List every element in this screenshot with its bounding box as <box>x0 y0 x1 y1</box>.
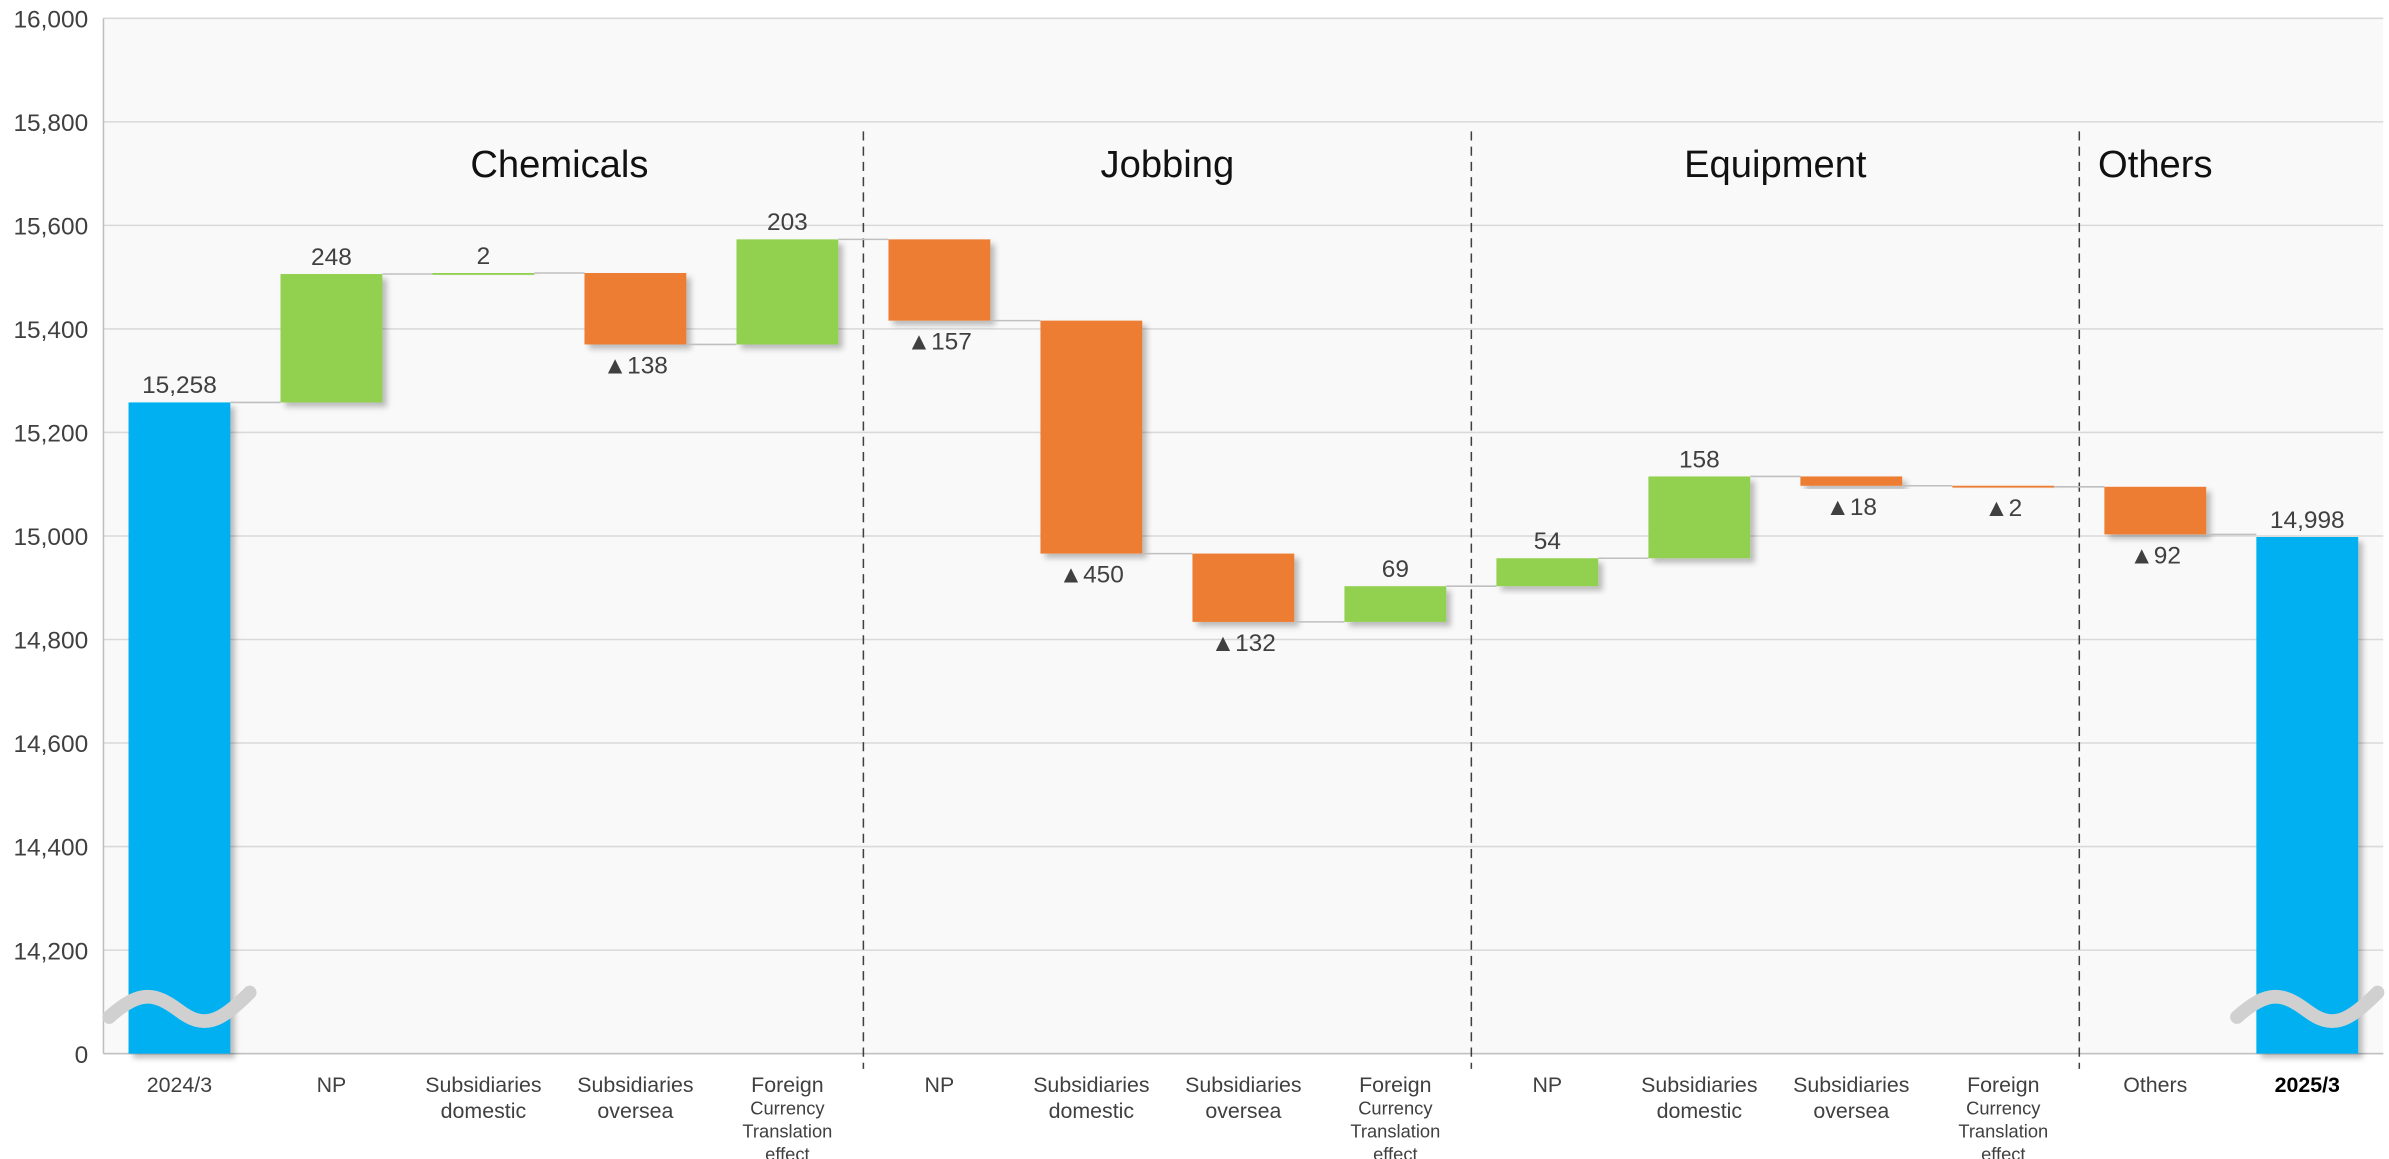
x-tick-label: NP <box>317 1073 347 1097</box>
x-tick-label-line: effect <box>1373 1144 1417 1159</box>
x-tick-label: Foreign Currency Translation effect <box>1958 1073 2048 1159</box>
y-tick-label: 14,400 <box>13 835 88 862</box>
bar <box>1344 586 1447 622</box>
y-tick-label: 14,200 <box>13 938 88 965</box>
x-tick-label-line: Subsidiaries <box>425 1073 541 1097</box>
x-tick-label-line: Subsidiaries <box>577 1073 693 1097</box>
y-tick-label: 15,400 <box>13 317 88 344</box>
bar <box>1648 476 1751 559</box>
bar <box>1952 485 2055 488</box>
group-title: Others <box>2098 143 2213 186</box>
bar <box>432 273 535 275</box>
x-tick-label-line: Subsidiaries <box>1793 1073 1909 1097</box>
bar <box>2256 537 2359 1054</box>
y-tick-label: 14,600 <box>13 731 88 758</box>
x-tick-label-line: Subsidiaries <box>1033 1073 1149 1097</box>
data-label: 2 <box>477 243 491 270</box>
x-tick-label-line: Subsidiaries <box>1641 1073 1757 1097</box>
x-tick-label-line: domestic <box>1657 1099 1743 1123</box>
x-tick-label: Subsidiaries oversea <box>1185 1073 1301 1123</box>
x-tick-label-line: effect <box>1981 1144 2025 1159</box>
data-label: 248 <box>311 244 352 271</box>
axis-break <box>2230 985 2385 1029</box>
data-label: ▲157 <box>907 329 972 356</box>
bar <box>1040 320 1143 554</box>
x-tick-label-line: oversea <box>1813 1099 1889 1123</box>
bar <box>1192 553 1295 622</box>
x-tick-label-line: NP <box>925 1073 955 1097</box>
x-tick-label-line: NP <box>1533 1073 1563 1097</box>
data-label: 158 <box>1679 446 1720 473</box>
x-tick-label-line: Others <box>2123 1073 2187 1097</box>
x-tick-label-line: Foreign <box>1967 1073 2039 1097</box>
y-tick-label: 14,800 <box>13 628 88 655</box>
x-tick-label-line: oversea <box>597 1099 673 1123</box>
x-tick-label-line: 2025/3 <box>2275 1073 2340 1097</box>
x-tick-label-line: domestic <box>1049 1099 1135 1123</box>
bar <box>584 273 687 345</box>
data-label: ▲450 <box>1059 562 1124 589</box>
x-tick-label: Subsidiaries domestic <box>1641 1073 1757 1123</box>
y-tick-label: 15,200 <box>13 421 88 448</box>
x-tick-label: NP <box>1533 1073 1563 1097</box>
x-tick-label: Subsidiaries domestic <box>1033 1073 1149 1123</box>
x-tick-label-line: Currency <box>1358 1098 1433 1119</box>
y-tick-label: 15,800 <box>13 110 88 137</box>
data-label: 15,258 <box>142 372 217 399</box>
x-tick-label-line: Currency <box>1966 1098 2041 1119</box>
x-tick-label-line: Translation <box>1350 1121 1440 1142</box>
x-tick-label: Subsidiaries oversea <box>577 1073 693 1123</box>
x-tick-label-line: Foreign <box>751 1073 823 1097</box>
x-tick-label-line: effect <box>765 1144 809 1159</box>
bar <box>2104 486 2207 535</box>
x-tick-label: Foreign Currency Translation effect <box>742 1073 832 1159</box>
bar <box>128 402 231 1054</box>
data-label: ▲92 <box>2130 542 2181 569</box>
data-label: ▲18 <box>1826 494 1877 521</box>
x-tick-label-line: Translation <box>1958 1121 2048 1142</box>
data-label: ▲132 <box>1211 630 1276 657</box>
group-title: Chemicals <box>470 143 648 186</box>
bar <box>888 239 991 321</box>
bar <box>1496 558 1599 587</box>
x-tick-label: 2025/3 <box>2275 1073 2340 1097</box>
x-tick-label-line: oversea <box>1205 1099 1281 1123</box>
x-tick-label-line: Currency <box>750 1098 825 1119</box>
data-label: ▲2 <box>1984 495 2022 522</box>
x-tick-label-line: domestic <box>441 1099 527 1123</box>
data-label: 14,998 <box>2270 507 2345 534</box>
y-tick-label: 15,000 <box>13 524 88 551</box>
bar <box>1800 476 1903 486</box>
data-label: 203 <box>767 209 808 236</box>
x-tick-label: Foreign Currency Translation effect <box>1350 1073 1440 1159</box>
axis-break <box>102 985 257 1029</box>
data-label: 69 <box>1382 556 1409 583</box>
group-title: Jobbing <box>1101 143 1235 186</box>
x-tick-label: Subsidiaries oversea <box>1793 1073 1909 1123</box>
y-tick-label: 16,000 <box>13 6 88 33</box>
group-title: Equipment <box>1684 143 1867 186</box>
bar <box>736 239 839 345</box>
y-tick-label: 0 <box>75 1042 89 1069</box>
x-tick-label-line: NP <box>317 1073 347 1097</box>
data-label: 54 <box>1534 528 1561 555</box>
y-tick-label: 15,600 <box>13 214 88 241</box>
x-tick-label-line: Subsidiaries <box>1185 1073 1301 1097</box>
x-tick-label-line: 2024/3 <box>147 1073 212 1097</box>
x-tick-label-line: Foreign <box>1359 1073 1431 1097</box>
bar <box>280 274 383 403</box>
x-tick-label: 2024/3 <box>147 1073 212 1097</box>
x-tick-label-line: Translation <box>742 1121 832 1142</box>
x-tick-label: Subsidiaries domestic <box>425 1073 541 1123</box>
x-tick-label: NP <box>925 1073 955 1097</box>
x-tick-label: Others <box>2123 1073 2187 1097</box>
data-label: ▲138 <box>603 352 668 379</box>
